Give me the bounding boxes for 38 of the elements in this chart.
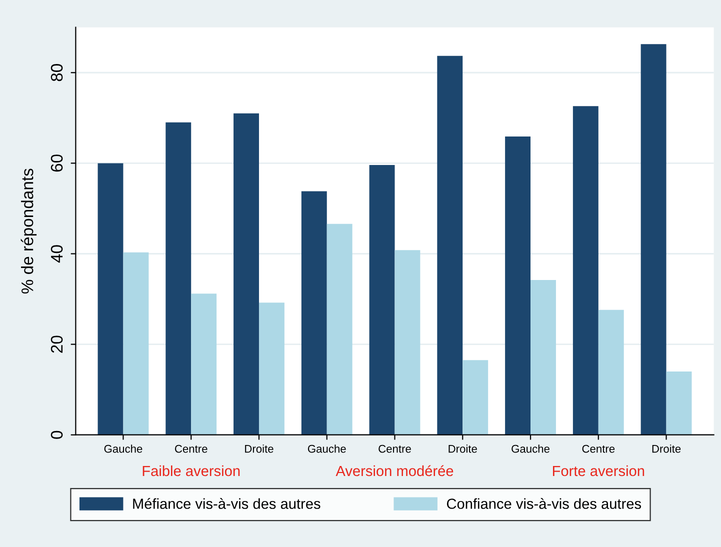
bar	[530, 280, 556, 435]
text: Aversion modérée	[336, 465, 454, 476]
y-tick-label: 0	[50, 430, 63, 439]
text: Faible aversion	[142, 465, 240, 476]
y-tick-label: 80	[50, 64, 63, 82]
bar	[369, 165, 395, 435]
y-tick-label: 20	[50, 336, 63, 353]
bar	[326, 224, 352, 435]
y-tick-label: 40	[50, 245, 63, 263]
bar	[258, 302, 284, 435]
x-tick-label: Centre	[378, 444, 411, 453]
x-tick-label: Centre	[174, 444, 208, 453]
bar	[462, 360, 488, 435]
bar	[191, 294, 217, 435]
bar	[166, 122, 192, 435]
x-tick-label: Gauche	[308, 444, 346, 453]
y-tick-label: 60	[50, 154, 63, 172]
bar	[505, 136, 531, 435]
bar	[640, 44, 666, 435]
x-tick-label: Centre	[582, 444, 615, 453]
bar	[394, 250, 420, 435]
x-tick-label: Droite	[448, 444, 477, 453]
text: Forte aversion	[552, 465, 644, 476]
legend-label: Confiance vis-à-vis des autres	[446, 498, 642, 509]
x-tick-label: Droite	[652, 444, 681, 453]
bar	[98, 163, 124, 435]
bar	[234, 113, 259, 435]
bar	[437, 56, 463, 435]
x-tick-label: Gauche	[104, 444, 142, 453]
bar	[598, 310, 624, 435]
x-tick-label: Gauche	[512, 444, 550, 453]
x-tick-label: Droite	[245, 444, 274, 453]
bar	[123, 252, 149, 435]
legend-label: Méfiance vis-à-vis des autres	[133, 498, 320, 509]
y-axis-title: % de répondants	[20, 168, 37, 294]
bar	[572, 106, 598, 435]
bar	[666, 371, 692, 435]
bar	[301, 191, 327, 435]
